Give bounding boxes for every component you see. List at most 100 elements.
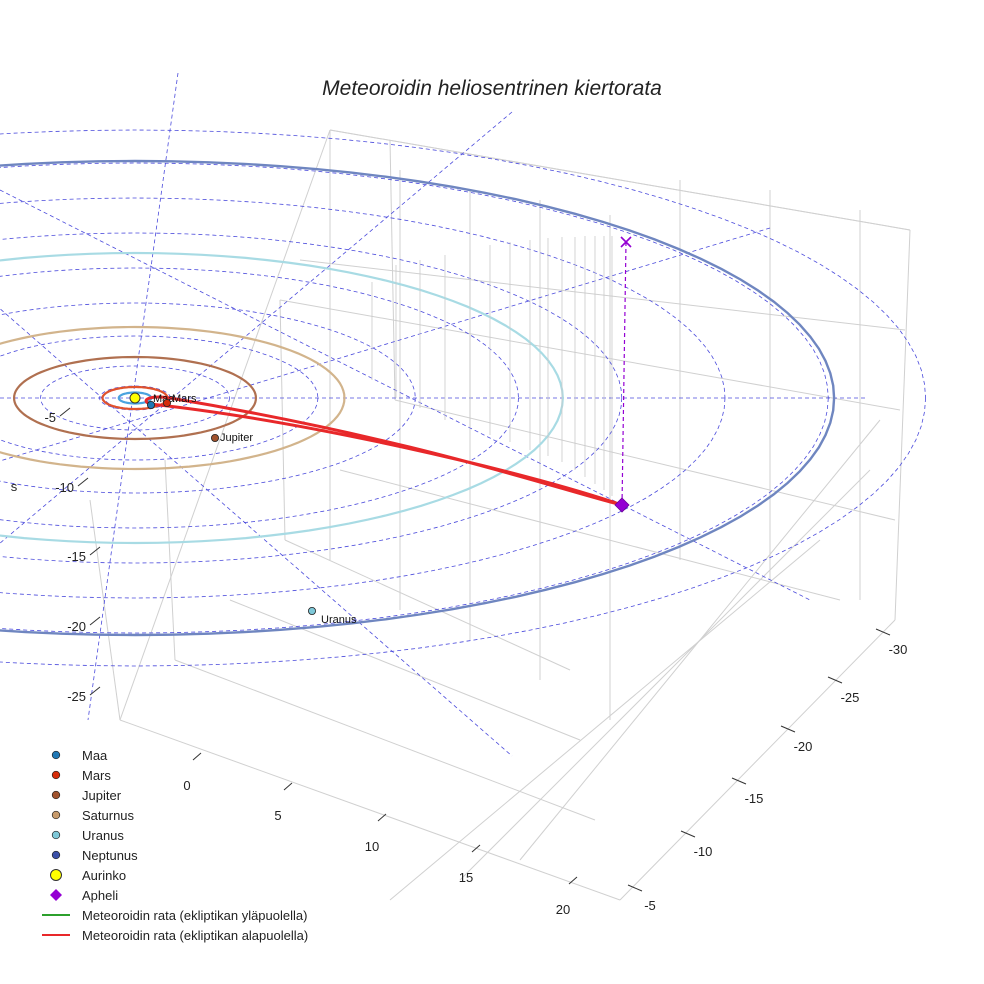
box-grid-line bbox=[174, 659, 596, 821]
legend-label: Neptunus bbox=[82, 848, 138, 863]
legend-label: Jupiter bbox=[82, 788, 122, 803]
right-axis-tick bbox=[875, 628, 891, 636]
left-axis-tick-label: -15 bbox=[67, 549, 86, 564]
left-axis-tick bbox=[77, 477, 89, 487]
legend-circle-swatch bbox=[51, 850, 61, 860]
legend-label: Meteoroidin rata (ekliptikan alapuolella… bbox=[82, 928, 308, 943]
ecliptic-grid-radial bbox=[0, 111, 513, 544]
left-axis-tick bbox=[89, 616, 101, 626]
axis-labels: -5 -10 -15 -20 -25 s 0 5 10 15 20 -30 -25 -20 -15 -10 -5 bbox=[11, 410, 908, 917]
legend-item: Saturnus bbox=[51, 808, 135, 823]
legend-circle-swatch bbox=[50, 869, 62, 881]
aphelion-marker bbox=[614, 236, 632, 513]
box-grid-line bbox=[329, 129, 911, 231]
planet-jupiter bbox=[210, 433, 219, 442]
legend-label: Meteoroidin rata (ekliptikan yläpuolella… bbox=[82, 908, 307, 923]
box-grid-line bbox=[389, 539, 821, 901]
aphelion-projection-line bbox=[621, 241, 627, 506]
box-grid-line bbox=[164, 459, 176, 661]
ecliptic-grid-radial bbox=[87, 72, 179, 721]
planet-orbits bbox=[0, 159, 836, 637]
right-axis-tick-label: -20 bbox=[794, 739, 813, 754]
aphelion-top-marker bbox=[620, 236, 632, 248]
ecliptic-grid-ring bbox=[0, 129, 927, 667]
legend-item: Maa bbox=[51, 748, 108, 763]
legend-circle-swatch bbox=[51, 830, 61, 840]
planet-mars bbox=[162, 398, 171, 407]
right-axis-tick bbox=[731, 777, 747, 785]
box-grid-line bbox=[459, 469, 871, 881]
planet-label-uranus: Uranus bbox=[321, 614, 357, 626]
planet-label-jupiter: Jupiter bbox=[220, 432, 253, 444]
right-axis-tick bbox=[680, 830, 696, 838]
front-axis-tick-label: 15 bbox=[459, 870, 473, 885]
front-axis-tick-label: 10 bbox=[365, 839, 379, 854]
legend-item: Mars bbox=[51, 768, 111, 783]
planet-uranus bbox=[307, 607, 316, 616]
chart-title: Meteoroidin heliosentrinen kiertorata bbox=[322, 77, 662, 100]
left-axis-tick bbox=[89, 686, 101, 696]
front-axis-tick-label: 0 bbox=[183, 778, 190, 793]
box-grid-line bbox=[284, 539, 571, 671]
front-axis-tick bbox=[192, 752, 202, 761]
box-grid-line bbox=[299, 259, 906, 331]
legend-diamond-swatch bbox=[50, 889, 62, 901]
orbit-jupiter bbox=[12, 355, 258, 441]
left-axis-tick bbox=[59, 407, 71, 417]
legend-circle-swatch bbox=[51, 750, 61, 760]
left-axis-title: s bbox=[11, 479, 18, 494]
front-axis-tick-label: 20 bbox=[556, 902, 570, 917]
box-grid-line bbox=[339, 469, 841, 601]
legend-label: Apheli bbox=[82, 888, 118, 903]
legend: Maa Mars Jupiter Saturnus Uranus Neptunus Auri… bbox=[42, 748, 308, 943]
box-grid-line bbox=[389, 139, 396, 401]
front-axis-tick bbox=[568, 876, 578, 885]
right-axis-tick-label: -30 bbox=[889, 642, 908, 657]
box-grid-line bbox=[229, 599, 581, 741]
box-grid-line bbox=[89, 499, 121, 721]
legend-item: Meteoroidin rata (ekliptikan alapuolella… bbox=[42, 928, 308, 943]
legend-item: Neptunus bbox=[51, 848, 138, 863]
meteoroid-orbit-below-ecliptic bbox=[144, 395, 623, 507]
box-grid-line bbox=[894, 229, 911, 621]
box-grid-line bbox=[519, 419, 881, 861]
right-axis-tick-label: -25 bbox=[841, 690, 860, 705]
orbit-uranus bbox=[0, 251, 564, 545]
ecliptic-grid-ring bbox=[0, 267, 519, 529]
legend-item: Aurinko bbox=[50, 868, 126, 883]
ecliptic-grid-ring bbox=[0, 302, 416, 494]
ecliptic-grid-radial bbox=[0, 227, 771, 462]
planet-label-mars: Mars bbox=[172, 393, 197, 405]
ecliptic-grid bbox=[0, 72, 927, 757]
legend-item: Apheli bbox=[50, 888, 118, 903]
orbit-neptunus bbox=[0, 159, 836, 637]
orbit-maa bbox=[117, 391, 153, 405]
legend-label: Mars bbox=[82, 768, 111, 783]
legend-label: Uranus bbox=[82, 828, 124, 843]
orbit-drop-lines bbox=[371, 236, 613, 496]
legend-item: Meteoroidin rata (ekliptikan yläpuolella… bbox=[42, 908, 307, 923]
front-axis-tick-label: 5 bbox=[274, 808, 281, 823]
aphelion-diamond bbox=[614, 497, 630, 513]
right-axis-tick bbox=[780, 725, 796, 733]
right-axis-tick bbox=[627, 884, 643, 892]
sun-marker bbox=[129, 392, 141, 404]
left-axis-tick-label: -5 bbox=[44, 410, 56, 425]
left-axis-tick bbox=[89, 546, 101, 556]
legend-circle-swatch bbox=[51, 790, 61, 800]
legend-item: Uranus bbox=[51, 828, 124, 843]
planet-maa bbox=[146, 400, 155, 409]
ecliptic-grid-radial bbox=[0, 308, 513, 757]
ecliptic-grid-ring bbox=[0, 335, 319, 461]
left-axis-tick-label: -25 bbox=[67, 689, 86, 704]
orbit-saturnus bbox=[0, 325, 346, 471]
front-axis-tick bbox=[471, 844, 481, 853]
front-axis-tick bbox=[377, 813, 387, 822]
ecliptic-grid-ring bbox=[40, 365, 230, 431]
legend-label: Saturnus bbox=[82, 808, 135, 823]
right-axis-tick bbox=[827, 676, 843, 684]
box-grid-line bbox=[279, 299, 901, 411]
right-axis-tick-label: -15 bbox=[745, 791, 764, 806]
